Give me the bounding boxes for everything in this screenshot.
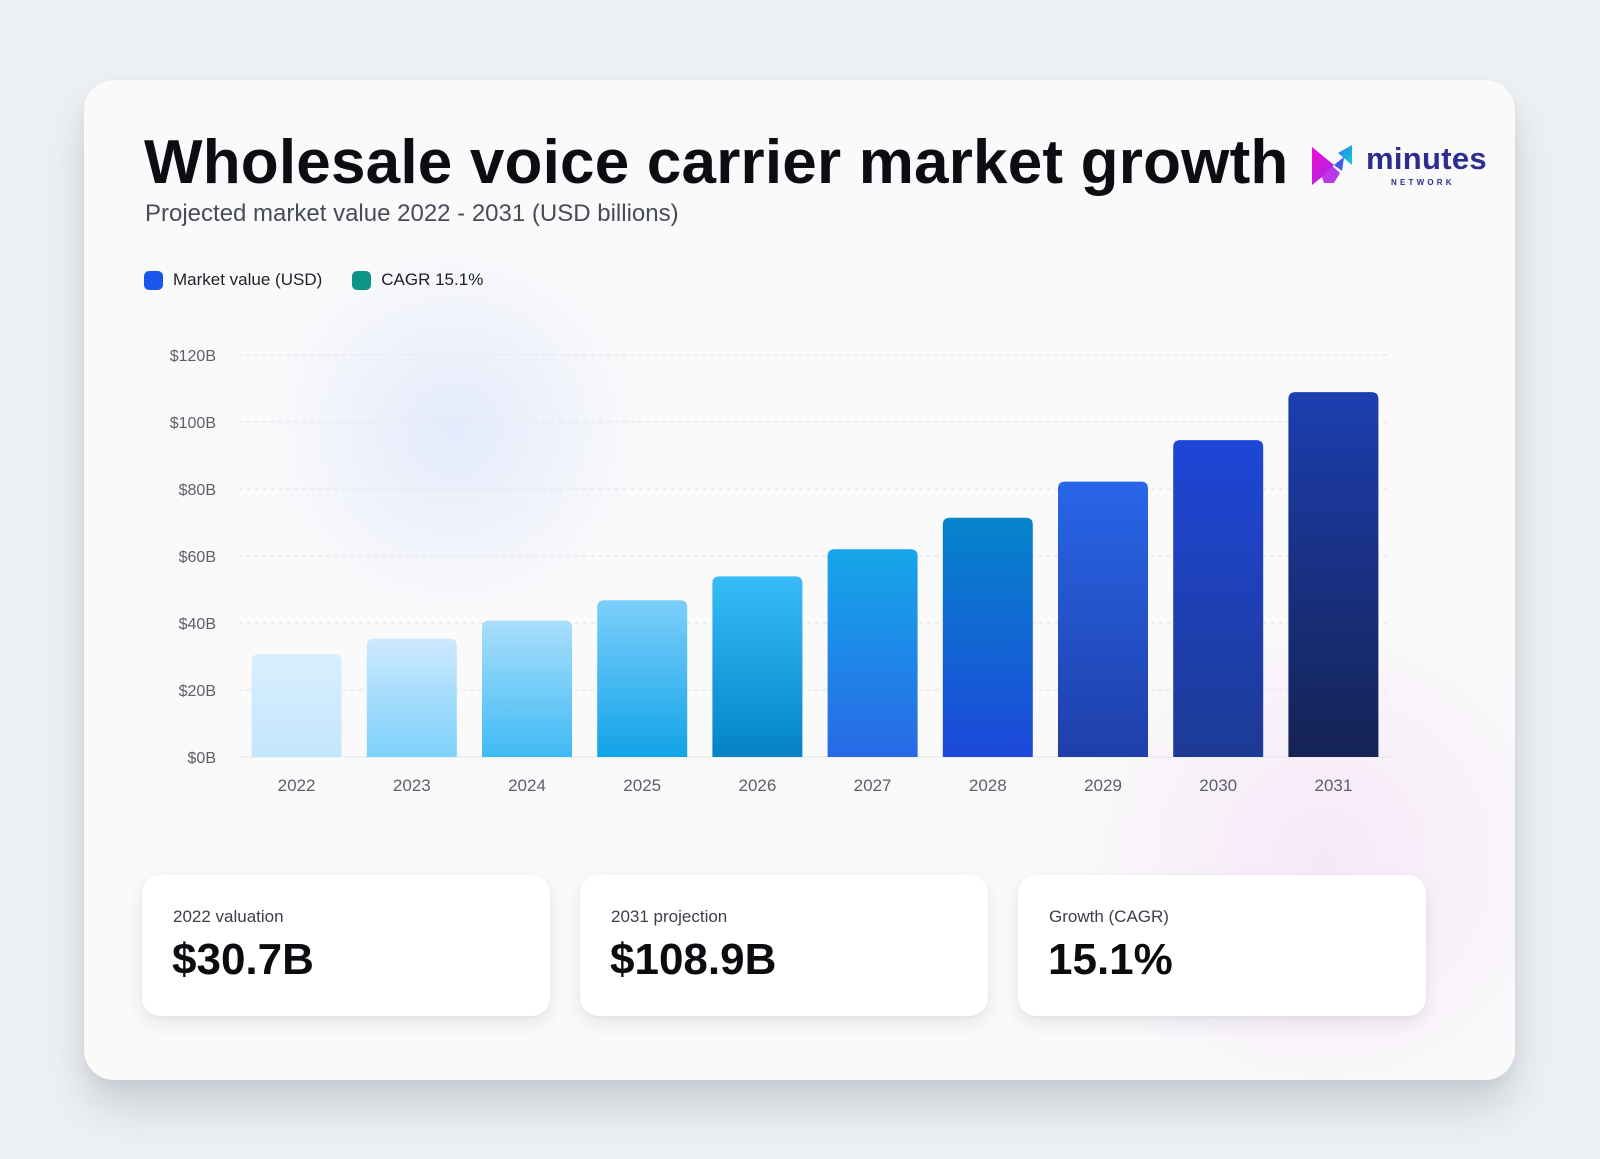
y-tick-label: $60B — [179, 549, 216, 566]
bar-2024 — [482, 620, 572, 757]
bar-chart: $0B $20B $40B $60B $80B $100B $120B 2022 2023 202… — [170, 348, 1391, 795]
y-tick-label: $100B — [170, 415, 216, 432]
legend-item-market-value: Market value (USD) — [144, 270, 322, 290]
logo-wordmark: minutes — [1366, 141, 1487, 176]
legend-label-market-value: Market value (USD) — [173, 270, 323, 289]
logo-subtext: NETWORK — [1391, 178, 1455, 187]
legend-swatch-market-value — [144, 270, 163, 290]
stat-value: 15.1% — [1048, 935, 1173, 984]
x-tick-label: 2027 — [854, 776, 892, 795]
x-tick-label: 2028 — [969, 776, 1007, 795]
y-tick-label: $0B — [188, 750, 216, 767]
x-tick-label: 2029 — [1084, 776, 1122, 795]
stat-label: Growth (CAGR) — [1049, 907, 1169, 926]
stat-value: $108.9B — [610, 935, 777, 984]
chart-legend: Market value (USD) CAGR 15.1% — [144, 270, 483, 290]
stat-label: 2022 valuation — [173, 907, 284, 926]
bar-2023 — [366, 638, 457, 757]
x-tick-label: 2026 — [738, 776, 776, 795]
bar-2022 — [251, 654, 342, 757]
minutes-logo-mark-icon — [1312, 145, 1352, 185]
x-tick-label: 2022 — [278, 776, 316, 795]
background-glow-blue — [244, 250, 664, 610]
chart-subtitle: Projected market value 2022 - 2031 (USD … — [145, 200, 679, 227]
stat-value: $30.7B — [172, 935, 314, 984]
stat-label: 2031 projection — [611, 907, 728, 926]
chart-title: Wholesale voice carrier market growth — [144, 128, 1289, 197]
y-tick-label: $40B — [179, 616, 216, 633]
bar-2025 — [597, 600, 688, 757]
x-tick-label: 2024 — [508, 776, 546, 795]
bar-2030 — [1173, 440, 1264, 757]
y-tick-label: $20B — [179, 683, 216, 700]
bar-2026 — [712, 576, 803, 757]
bar-2031 — [1288, 392, 1379, 757]
y-tick-label: $80B — [179, 482, 216, 499]
y-tick-label: $120B — [170, 348, 216, 365]
legend-swatch-cagr — [352, 270, 372, 290]
stat-card-growth-cagr: Growth (CAGR) 15.1% — [1018, 875, 1426, 1016]
x-tick-label: 2030 — [1199, 776, 1237, 795]
legend-label-cagr: CAGR 15.1% — [381, 270, 484, 289]
bar-2028 — [942, 517, 1033, 757]
brand-logo: minutes NETWORK — [1310, 140, 1496, 196]
x-tick-label: 2023 — [393, 776, 431, 795]
legend-item-cagr: CAGR 15.1% — [352, 270, 483, 290]
bar-2027 — [827, 549, 918, 757]
bar-2029 — [1058, 481, 1148, 757]
stat-card-2031-projection: 2031 projection $108.9B — [580, 875, 988, 1016]
x-tick-label: 2025 — [623, 776, 661, 795]
chart-card: Wholesale voice carrier market growth Pr… — [84, 80, 1515, 1080]
stat-card-2022-valuation: 2022 valuation $30.7B — [142, 875, 550, 1016]
x-tick-label: 2031 — [1314, 776, 1352, 795]
